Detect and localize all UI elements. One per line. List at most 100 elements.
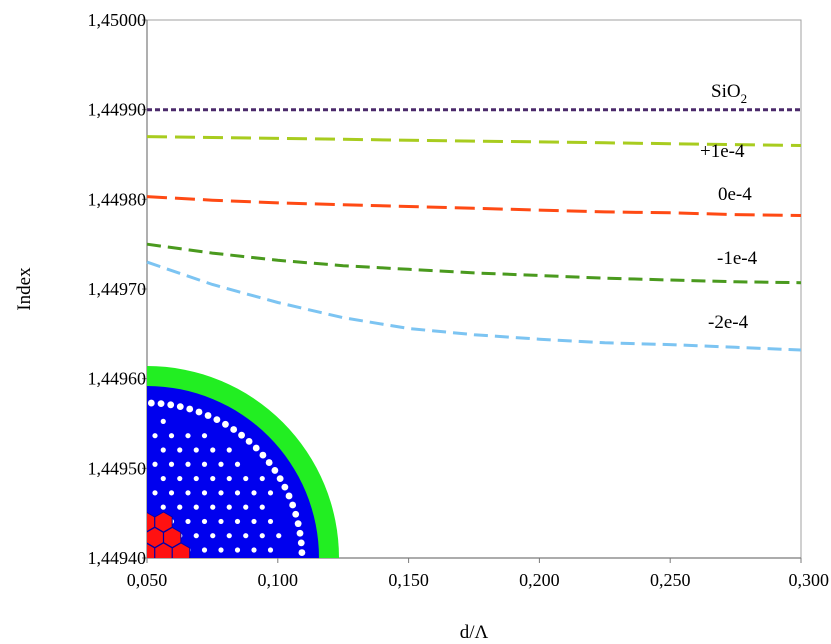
series-label-0e-4: 0e-4 — [718, 184, 752, 205]
series-layer — [146, 108, 802, 352]
y-tick-label: 1,44950 — [88, 458, 147, 478]
fiber-lattice-hole — [251, 518, 257, 525]
fiber-ring-hole — [259, 451, 267, 459]
series-line-minus-1e-4 — [146, 242, 802, 285]
fiber-ring-hole — [289, 501, 297, 509]
fiber-lattice-hole — [210, 504, 216, 510]
fiber-lattice-hole — [177, 504, 183, 510]
fiber-ring-hole — [186, 405, 194, 413]
x-tick-label: 0,200 — [519, 570, 560, 590]
fiber-ring-hole — [238, 431, 245, 439]
fiber-ring-hole — [230, 426, 238, 433]
fiber-lattice-hole — [267, 518, 274, 525]
fiber-lattice-hole — [218, 461, 224, 467]
fiber-lattice-hole — [177, 475, 183, 482]
fiber-cladding — [147, 386, 319, 558]
fiber-core-cell — [147, 511, 156, 533]
fiber-lattice-hole — [152, 433, 158, 439]
series-line-minus-2e-4 — [146, 260, 802, 352]
fiber-lattice-hole — [210, 475, 216, 482]
fiber-lattice-hole — [267, 547, 274, 553]
fiber-ring-hole — [167, 401, 175, 409]
x-tick-label: 0,050 — [127, 570, 168, 590]
fiber-lattice-hole — [243, 504, 249, 510]
fiber-lattice-hole — [193, 475, 199, 482]
x-tick-label: 0,250 — [650, 570, 691, 590]
fiber-lattice-hole — [152, 490, 158, 496]
fiber-ring-hole — [276, 475, 284, 483]
fiber-lattice-hole — [243, 475, 249, 482]
fiber-lattice-hole — [177, 447, 183, 453]
y-axis-label: Index — [14, 267, 35, 311]
fiber-ring-hole — [176, 403, 184, 411]
fiber-lattice-hole — [234, 490, 241, 496]
y-tick-label: 1,45000 — [88, 10, 147, 30]
fiber-ring-hole — [147, 399, 155, 407]
ticks-layer: 1,44940 1,44950 1,44960 1,44970 1,44980 1,449… — [88, 10, 830, 590]
fiber-ring-hole — [222, 420, 229, 428]
fiber-ring-hole — [157, 400, 165, 408]
fiber-lattice-hole — [234, 547, 241, 553]
fiber-lattice-hole — [210, 533, 216, 539]
fiber-ring-hole — [252, 444, 260, 452]
fiber-core-cell — [154, 511, 173, 533]
series-label-minus-2e-4: -2e-4 — [708, 312, 749, 333]
fiber-ring-hole — [297, 539, 305, 547]
fiber-lattice-hole — [168, 461, 175, 467]
fiber-lattice-hole — [201, 547, 208, 553]
fiber-ring-hole — [298, 549, 306, 556]
y-tick-label: 1,44980 — [88, 189, 147, 209]
fiber-ring-hole — [195, 408, 203, 416]
fiber-lattice-hole — [201, 490, 208, 496]
fiber-lattice-hole — [226, 533, 232, 539]
fiber-ring-hole — [281, 483, 289, 491]
fiber-ring-hole — [296, 529, 304, 537]
fiber-lattice-hole — [234, 518, 241, 525]
x-tick-label: 0,300 — [789, 570, 830, 590]
x-tick-label: 0,100 — [258, 570, 299, 590]
fiber-lattice-hole — [185, 518, 191, 525]
fiber-lattice-hole — [267, 490, 274, 496]
fiber-lattice-hole — [160, 504, 166, 510]
fiber-lattice-hole — [160, 475, 166, 482]
fiber-lattice-hole — [160, 418, 166, 424]
fiber-ring-hole — [213, 416, 221, 424]
fiber-lattice-hole — [201, 433, 208, 439]
fiber-cross-section-inset — [147, 366, 339, 558]
fiber-lattice-hole — [276, 533, 282, 539]
y-tick-label: 1,44990 — [88, 100, 147, 120]
fiber-lattice-hole — [234, 461, 241, 467]
fiber-ring-hole — [294, 520, 302, 528]
fiber-lattice-hole — [251, 490, 257, 496]
series-label-minus-1e-4: -1e-4 — [717, 248, 758, 269]
y-tick-label: 1,44970 — [88, 279, 147, 299]
fiber-ring-hole — [265, 459, 273, 466]
fiber-lattice-hole — [226, 504, 232, 510]
fiber-lattice-hole — [218, 518, 224, 525]
fiber-lattice-hole — [193, 447, 199, 453]
fiber-lattice-hole — [259, 533, 265, 539]
fiber-ring-hole — [285, 492, 293, 500]
fiber-lattice-hole — [185, 433, 191, 439]
series-line-plus-1e-4 — [146, 135, 802, 147]
fiber-ring-hole — [271, 467, 279, 474]
fiber-lattice-hole — [185, 461, 191, 467]
fiber-lattice-hole — [218, 490, 224, 496]
series-label-plus-1e-4: +1e-4 — [700, 141, 745, 162]
fiber-lattice-hole — [168, 433, 175, 439]
fiber-lattice-hole — [226, 447, 232, 453]
fiber-lattice-hole — [251, 547, 257, 553]
fiber-lattice-hole — [259, 504, 265, 510]
fiber-ring-hole — [245, 437, 253, 445]
fiber-lattice-hole — [201, 518, 208, 525]
fiber-ring-hole — [204, 412, 212, 419]
fiber-lattice-hole — [160, 447, 166, 453]
x-tick-label: 0,150 — [388, 570, 429, 590]
series-line-0e-4 — [146, 195, 802, 217]
fiber-lattice-hole — [226, 475, 232, 482]
y-tick-label: 1,44960 — [88, 369, 147, 389]
fiber-lattice-hole — [243, 533, 249, 539]
fiber-ring-hole — [292, 510, 300, 518]
fiber-lattice-hole — [168, 490, 175, 496]
